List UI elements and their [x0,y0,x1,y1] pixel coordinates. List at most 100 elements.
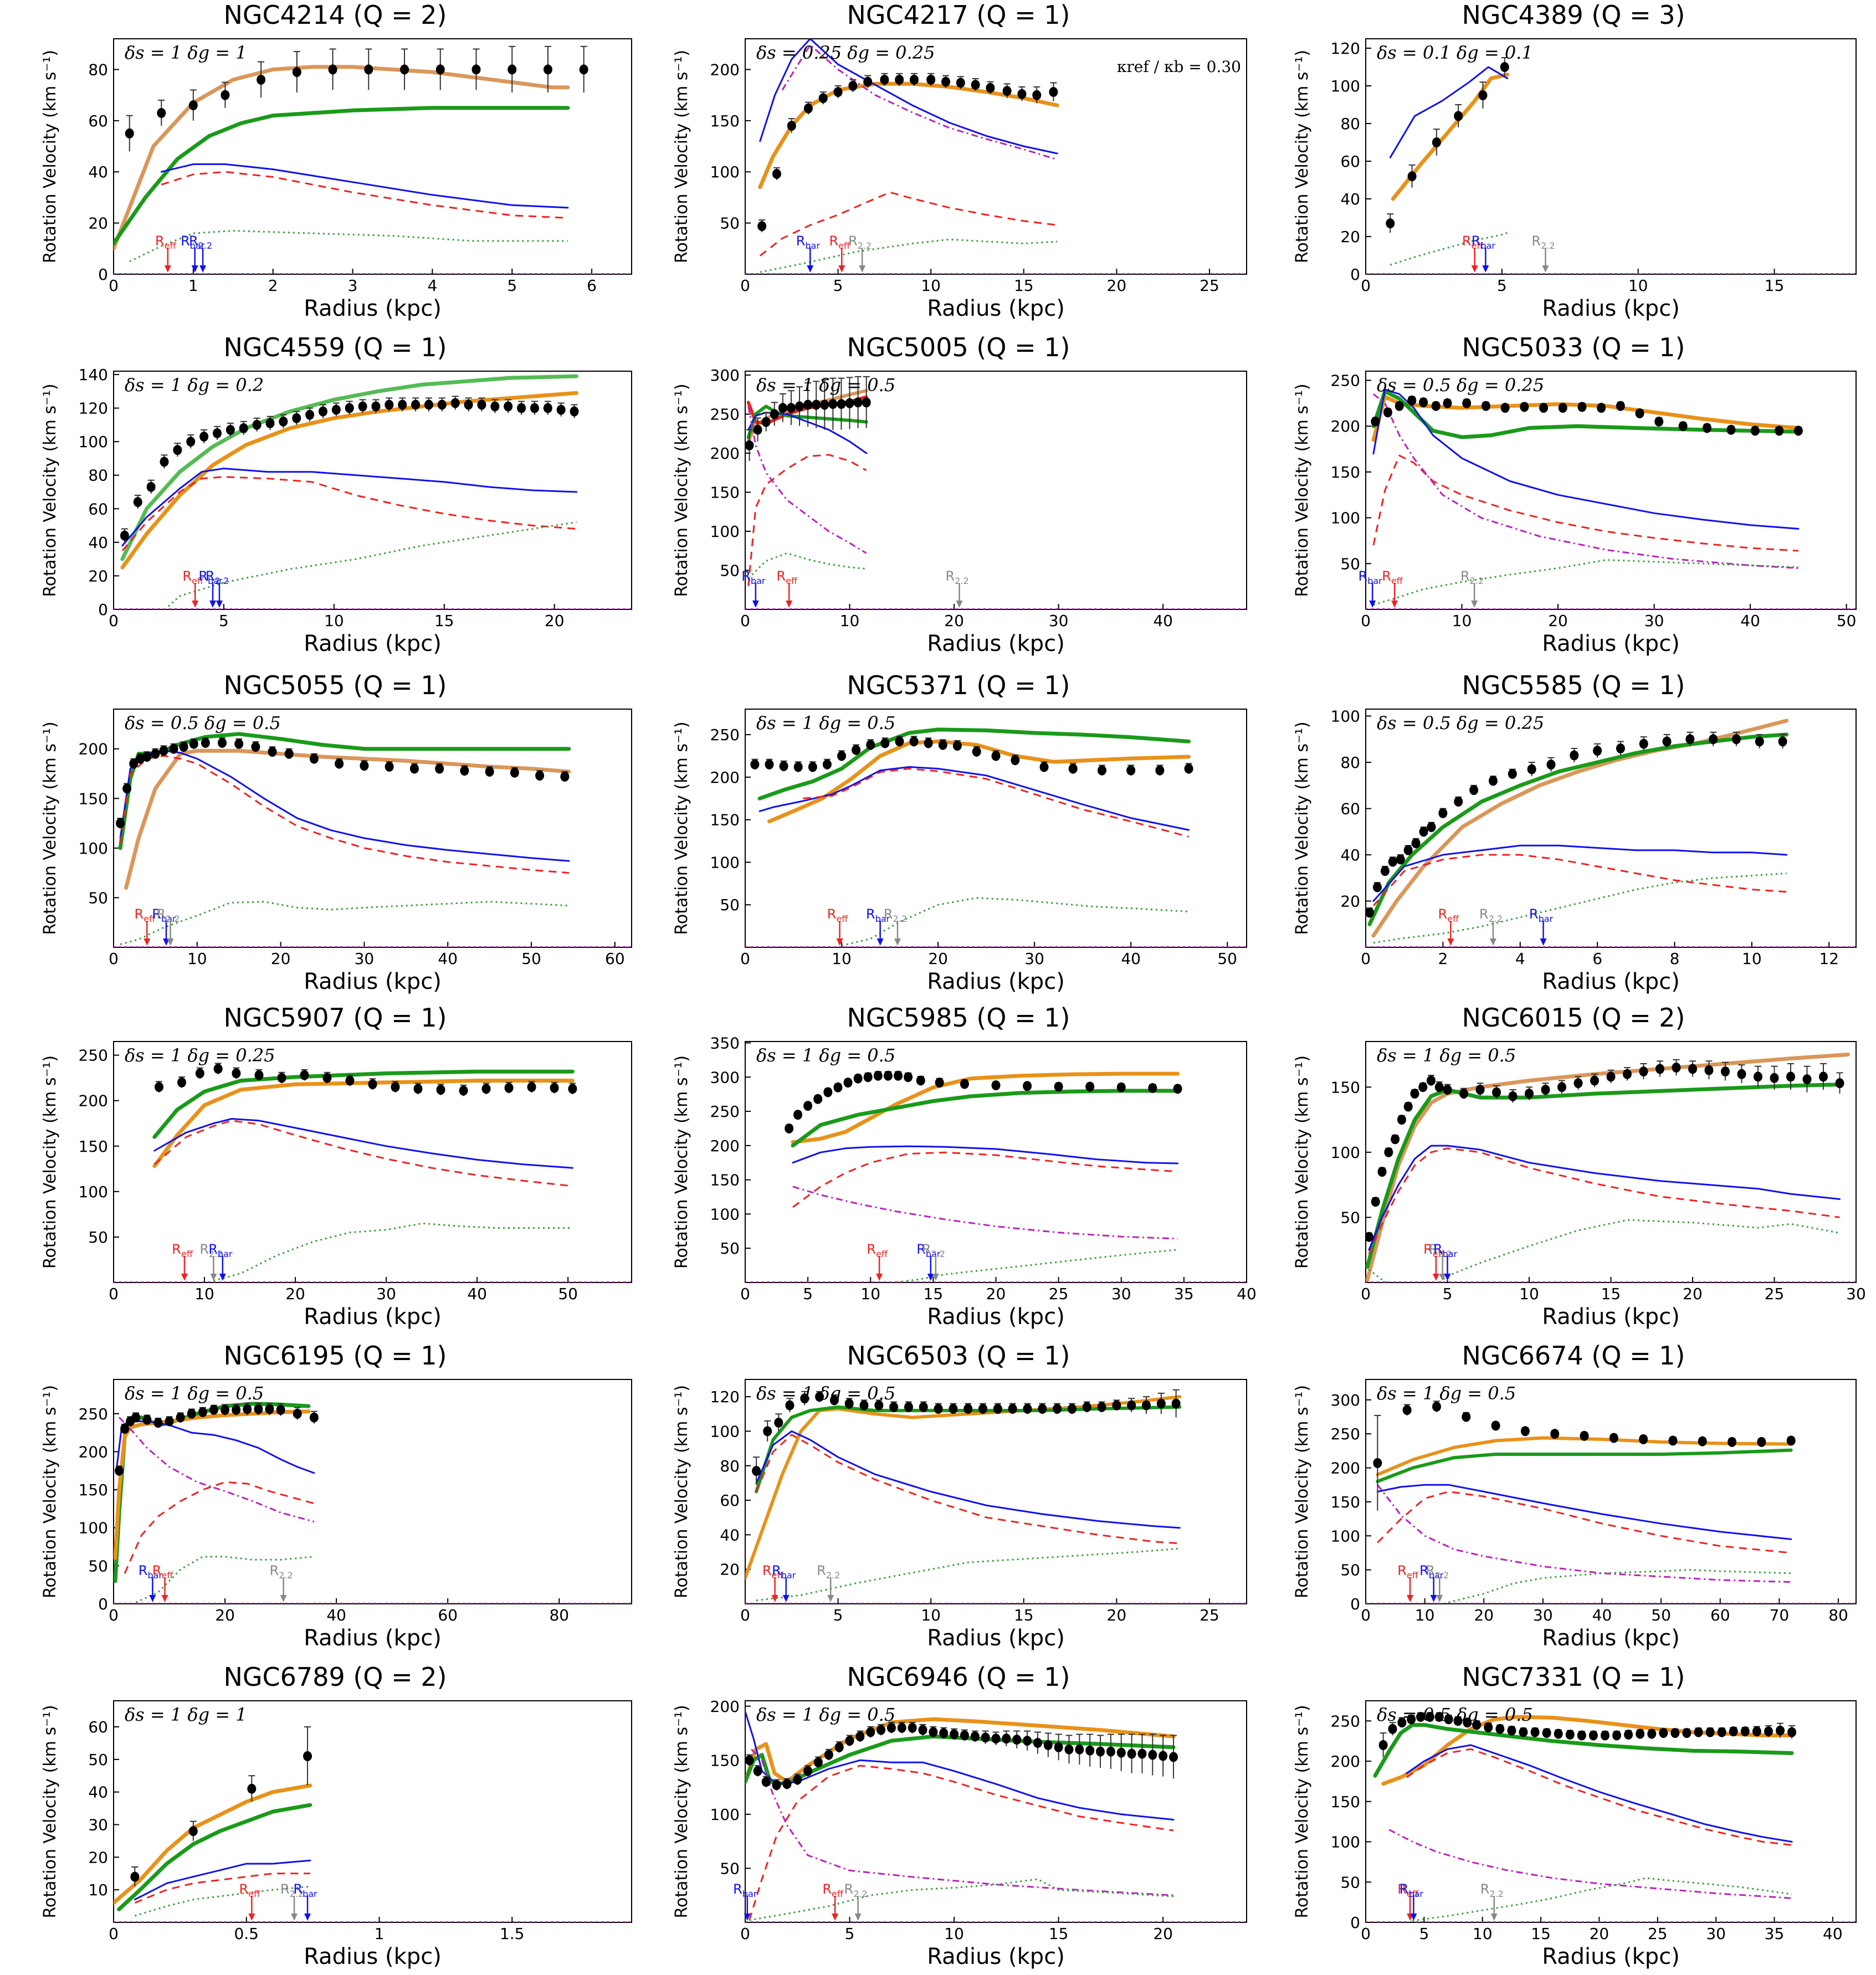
data-point [1793,425,1803,436]
data-point [981,1732,990,1743]
data-point [1527,764,1536,774]
data-point [1373,1458,1382,1468]
x-tick-label: 20 [944,612,964,630]
radius-marker-label: R2.2 [156,906,180,924]
data-point [1616,743,1625,753]
data-point [1698,1436,1707,1446]
data-point [345,403,354,413]
panel-title: NGC5985 (Q = 1) [847,1003,1070,1033]
x-tick-label: 30 [1533,1606,1553,1624]
x-tick-label: 40 [1237,1285,1257,1303]
data-point [941,76,950,87]
model-params: δs = 1 δg = 0.5 [756,1045,895,1066]
radius-marker-head [807,265,814,273]
y-tick-label: 40 [1340,190,1360,208]
data-point [1819,1071,1828,1082]
x-tick-label: 20 [928,950,948,968]
curve-orange [152,1079,575,1168]
curve-blue [758,766,1190,831]
data-point [880,74,889,85]
data-point [309,753,319,764]
data-point [221,1404,230,1415]
data-point [1012,1735,1022,1745]
curve-blue [1406,1744,1793,1843]
panel-title: NGC5585 (Q = 1) [1462,670,1685,700]
x-tick-label: 1.5 [500,1925,525,1943]
radius-marker-head [163,938,170,946]
y-tick-label: 200 [710,60,740,79]
x-tick-label: 20 [1474,1606,1494,1624]
y-tick-label: 150 [1331,1493,1360,1511]
data-point [188,1826,198,1837]
data-point [122,783,132,794]
panel-ngc5005: NGC5005 (Q = 1) 0 10 20 30 40 50 100 150 200 250 30… [654,332,1263,662]
model-params: δs = 1 δg = 0.5 [1377,1383,1516,1404]
data-point [1407,1714,1416,1725]
curve-green [114,1402,311,1583]
data-point [1492,1087,1501,1097]
y-tick-label: 20 [1340,228,1360,246]
y-axis-label: Rotation Velocity (km s⁻¹) [672,383,691,597]
panel-ngc5907: NGC5907 (Q = 1) 0 10 20 30 40 50 50 100 150 200 250… [22,1003,648,1335]
data-point [1755,736,1764,747]
data-point [1085,1745,1095,1756]
x-tick-label: 0 [740,276,750,295]
radius-marker-label: R2.2 [270,1563,293,1581]
data-point [1469,785,1479,796]
data-point [960,1730,969,1741]
data-point [1403,845,1413,855]
x-tick-label: 0 [109,276,119,295]
data-point [1454,111,1463,121]
radius-marker-label: Rbar [1359,568,1383,586]
curve-orange [1381,1715,1794,1786]
radius-marker-label: Reff [776,568,798,586]
plot-area [114,1726,632,1922]
curve-red [759,191,1058,257]
y-axis-label: Rotation Velocity (km s⁻¹) [672,1705,691,1918]
x-tick-label: 10 [1628,276,1648,295]
data-point [1678,421,1688,432]
data-point [960,1079,969,1089]
model-params: δs = 0.5 δg = 0.25 [1377,375,1544,396]
panel-ngc4217: NGC4217 (Q = 1) 0 5 10 15 20 25 50 100 150 200 Radi… [654,0,1263,327]
y-axis-label: Rotation Velocity (km s⁻¹) [1293,1385,1312,1598]
data-point [1371,416,1380,427]
curve-orange [745,1395,1182,1580]
panel-ngc5055: NGC5055 (Q = 1) 0 10 20 30 40 50 60 50 100 150 200 R… [22,670,648,1000]
x-axis-label: Radius (kpc) [1542,1625,1680,1651]
model-params: δs = 0.5 δg = 0.5 [1377,1704,1533,1725]
radius-marker-head [894,938,901,946]
radius-marker-head [1430,1595,1437,1602]
curve-green [1376,1448,1793,1484]
data-point [1097,1402,1106,1412]
data-point [877,1725,886,1735]
x-tick-label: 20 [1590,1925,1610,1943]
panel-title: NGC6674 (Q = 1) [1462,1341,1685,1371]
x-tick-label: 15 [924,1285,944,1303]
data-point [1786,1435,1796,1446]
y-tick-label: 60 [720,1491,740,1510]
x-tick-label: 10 [840,612,860,630]
y-tick-label: 200 [710,1137,740,1155]
curve-blue [755,1430,1181,1529]
data-point [300,1070,309,1080]
curve-red [124,1481,315,1574]
plot-area [1366,719,1856,947]
data-point [1082,1402,1091,1412]
radius-marker-label: R2.2 [844,1881,868,1899]
data-point [916,1075,925,1086]
y-tick-label: 150 [79,1137,108,1156]
data-point [993,1403,1002,1414]
y-tick-label: 300 [710,1068,740,1086]
data-point [151,748,160,759]
data-point [1577,1730,1586,1741]
data-point [279,416,288,427]
x-tick-label: 30 [1111,1285,1131,1303]
y-tick-label: 0 [1350,265,1360,284]
radius-marker-head [1540,938,1547,946]
y-tick-label: 250 [79,1047,108,1065]
x-axis-label: Radius (kpc) [1542,1304,1680,1330]
data-point [1709,734,1718,745]
x-tick-label: 5 [1419,1925,1429,1943]
radius-marker-head [859,265,866,273]
